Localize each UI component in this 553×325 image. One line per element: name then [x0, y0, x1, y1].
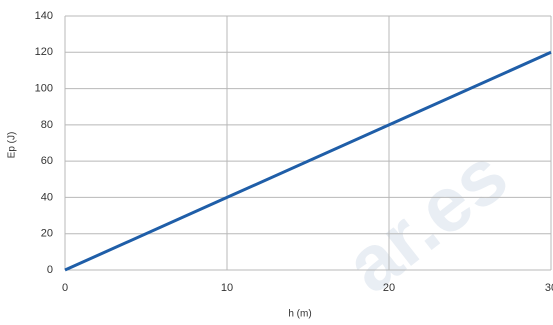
- y-tick-label: 40: [41, 191, 53, 203]
- x-tick-label: 0: [62, 282, 68, 294]
- y-tick-label: 20: [41, 228, 53, 240]
- y-tick-label: 60: [41, 155, 53, 167]
- y-tick-label: 120: [35, 46, 53, 58]
- data-line: [64, 50, 552, 272]
- x-tick-label: 10: [221, 282, 233, 294]
- x-tick-label: 30: [545, 282, 553, 294]
- y-tick-label: 0: [47, 264, 53, 276]
- y-tick-label: 80: [41, 119, 53, 131]
- y-tick-label: 100: [35, 82, 53, 94]
- y-axis-label: Ep (J): [7, 132, 18, 159]
- y-tick-label: 140: [35, 10, 53, 22]
- x-axis-label: h (m): [288, 309, 311, 320]
- x-tick-label: 20: [383, 282, 395, 294]
- watermark: ar.es: [329, 131, 523, 310]
